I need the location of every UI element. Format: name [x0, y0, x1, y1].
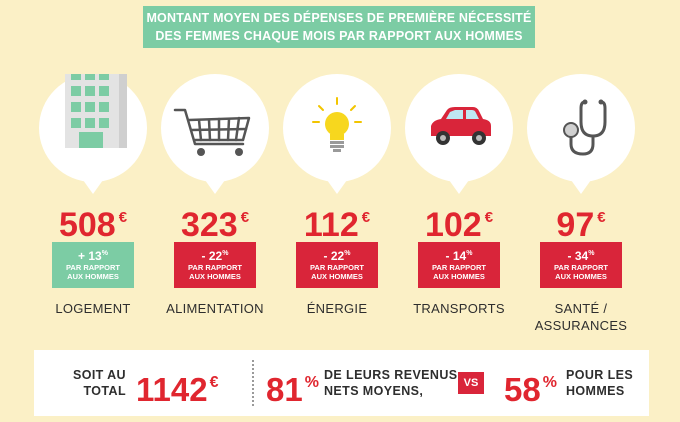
category-label-line-1: TRANSPORTS: [413, 301, 505, 316]
comparison-badge: - 34% PAR RAPPORT AUX HOMMES: [540, 242, 622, 288]
comparison-text-1: PAR RAPPORT: [553, 263, 609, 272]
income-text-line-1: DE LEURS REVENUS: [324, 368, 458, 382]
percent-change: - 22%: [296, 247, 378, 263]
stethoscope-icon: [563, 99, 607, 156]
percent-value: - 22: [201, 249, 223, 263]
shopping-cart-icon: [173, 108, 251, 156]
category-label-line-2: ASSURANCES: [534, 318, 628, 333]
comparison-badge: - 22% PAR RAPPORT AUX HOMMES: [296, 242, 378, 288]
comparison-badge: - 22% PAR RAPPORT AUX HOMMES: [174, 242, 256, 288]
category-label: TRANSPORTS: [395, 300, 523, 317]
amount-value: 102 €: [405, 200, 513, 243]
percent-unit: %: [101, 250, 108, 257]
percent-unit: %: [222, 250, 229, 257]
comparison-text-2: AUX HOMMES: [555, 272, 607, 281]
comparison-text-1: PAR RAPPORT: [309, 263, 365, 272]
total-label: SOIT AU TOTAL: [54, 367, 126, 399]
total-currency: €: [209, 374, 219, 391]
category-label-line-1: SANTÉ /: [554, 301, 608, 316]
percent-value: - 14: [445, 249, 467, 263]
divider: [252, 360, 254, 406]
men-text-line-2: HOMMES: [566, 384, 625, 398]
percent-unit: %: [466, 250, 473, 257]
title-line-1: MONTANT MOYEN DES DÉPENSES DE PREMIÈRE N…: [146, 11, 532, 25]
percent-change: - 22%: [174, 247, 256, 263]
category-label-line-1: LOGEMENT: [55, 301, 131, 316]
percent-unit: %: [588, 250, 595, 257]
amount-number: 112: [303, 206, 359, 244]
total-value: 1142 €: [136, 366, 219, 407]
currency-symbol: €: [484, 209, 494, 226]
total-label-line-1: SOIT AU: [72, 368, 126, 382]
comparison-badge: - 14% PAR RAPPORT AUX HOMMES: [418, 242, 500, 288]
building-icon: [65, 74, 127, 148]
men-text-line-1: POUR LES: [566, 368, 634, 382]
summary-panel: SOIT AU TOTAL 1142 € 81% DE LEURS REVENUS…: [34, 350, 649, 416]
women-percent: 81%: [266, 366, 319, 407]
icon-bubble: [161, 74, 269, 194]
percent-value: - 34: [567, 249, 589, 263]
comparison-text-1: PAR RAPPORT: [431, 263, 487, 272]
currency-symbol: €: [597, 209, 606, 226]
amount-value: 112 €: [283, 200, 391, 243]
comparison-text-1: PAR RAPPORT: [187, 263, 243, 272]
amount-number: 97: [556, 206, 595, 244]
total-label-line-2: TOTAL: [83, 384, 126, 398]
men-percent: 58%: [504, 366, 557, 407]
comparison-text-1: PAR RAPPORT: [65, 263, 121, 272]
income-text: DE LEURS REVENUS NETS MOYENS,: [324, 367, 458, 399]
percent-change: - 14%: [418, 247, 500, 263]
title-line-2: DES FEMMES CHAQUE MOIS PAR RAPPORT AUX H…: [155, 29, 523, 43]
women-percent-number: 81: [266, 371, 303, 408]
men-text: POUR LES HOMMES: [566, 367, 633, 399]
category-label-line-1: ALIMENTATION: [166, 301, 264, 316]
light-bulb-icon: [312, 97, 362, 152]
category-label: LOGEMENT: [29, 300, 157, 317]
comparison-text-2: AUX HOMMES: [67, 272, 119, 281]
women-percent-unit: %: [304, 374, 319, 391]
comparison-text-2: AUX HOMMES: [189, 272, 241, 281]
percent-value: - 22: [323, 249, 345, 263]
comparison-text-2: AUX HOMMES: [311, 272, 363, 281]
income-text-line-2: NETS MOYENS,: [324, 384, 424, 398]
men-percent-unit: %: [542, 374, 557, 391]
vs-badge: VS: [458, 372, 484, 394]
comparison-text-2: AUX HOMMES: [433, 272, 485, 281]
category-label: ALIMENTATION: [151, 300, 279, 317]
car-icon: [431, 107, 491, 145]
category-label: SANTÉ / ASSURANCES: [517, 300, 645, 334]
percent-change: + 13%: [52, 247, 134, 263]
amount-number: 508: [58, 206, 116, 244]
amount-value: 508 €: [39, 200, 147, 243]
amount-number: 102: [424, 206, 482, 244]
currency-symbol: €: [361, 209, 371, 226]
amount-value: 97 €: [527, 200, 635, 243]
currency-symbol: €: [118, 209, 128, 226]
amount-number: 323: [180, 206, 238, 244]
percent-change: - 34%: [540, 247, 622, 263]
currency-symbol: €: [240, 209, 250, 226]
percent-value: + 13: [78, 249, 102, 263]
amount-value: 323 €: [161, 200, 269, 243]
percent-unit: %: [344, 250, 351, 257]
comparison-badge: + 13% PAR RAPPORT AUX HOMMES: [52, 242, 134, 288]
men-percent-number: 58: [504, 371, 541, 408]
category-label: ÉNERGIE: [273, 300, 401, 317]
infographic-title: MONTANT MOYEN DES DÉPENSES DE PREMIÈRE N…: [143, 6, 535, 48]
category-label-line-1: ÉNERGIE: [306, 301, 368, 316]
total-number: 1142: [136, 371, 208, 408]
